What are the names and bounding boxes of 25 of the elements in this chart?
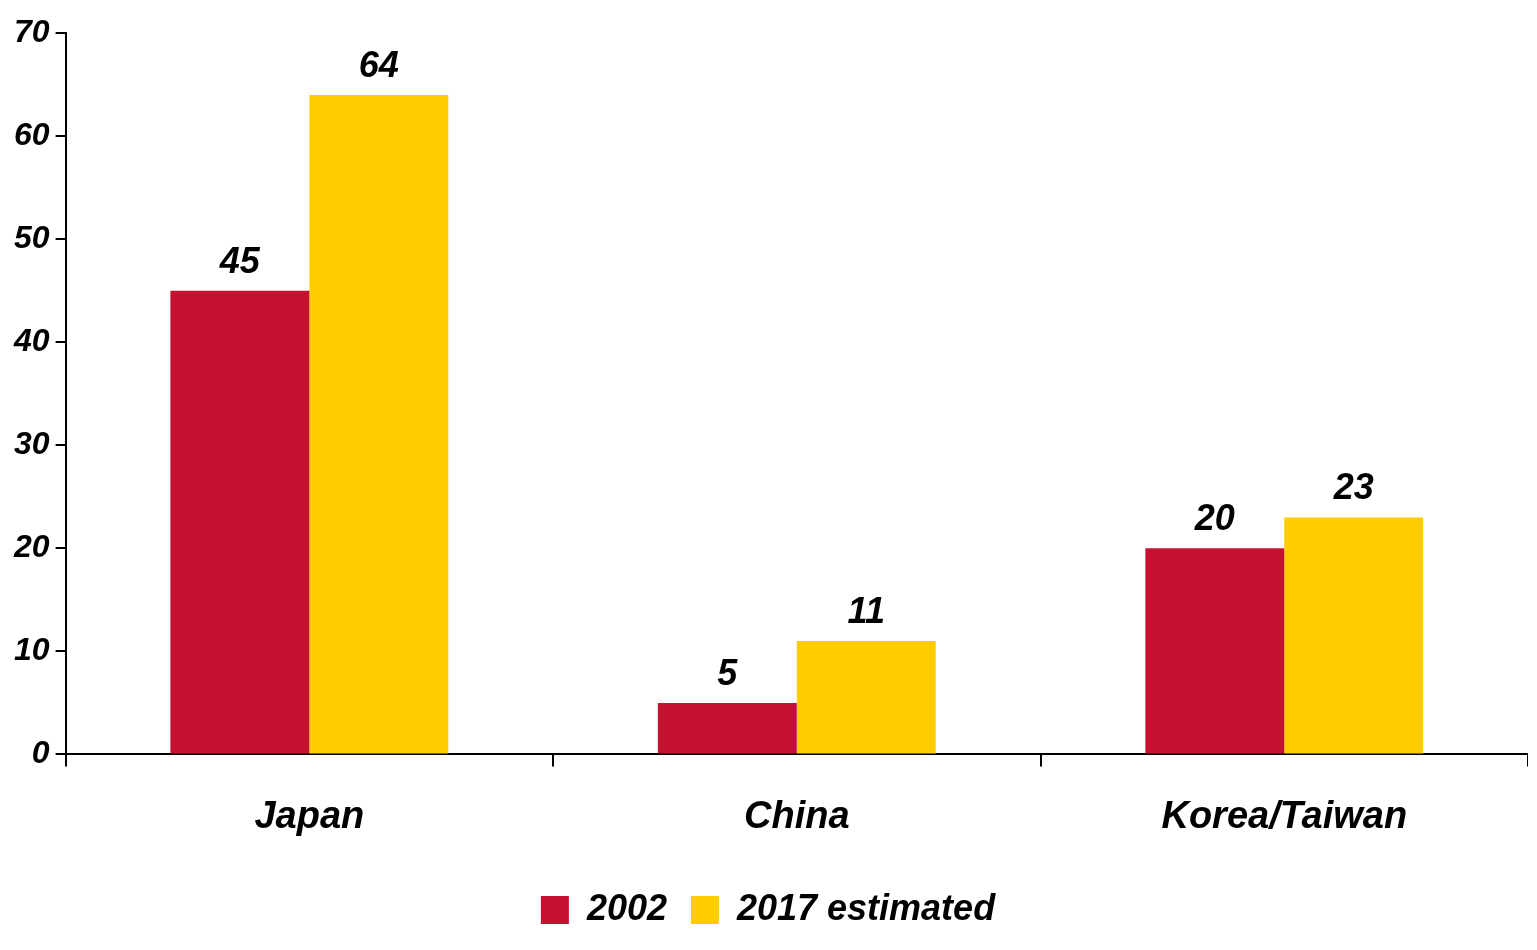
y-tick-label: 30 bbox=[14, 425, 50, 462]
bar bbox=[1284, 517, 1424, 754]
data-label: 11 bbox=[847, 589, 885, 631]
y-tick-label: 40 bbox=[13, 322, 50, 359]
y-tick-label: 20 bbox=[13, 528, 50, 565]
data-label: 20 bbox=[1193, 497, 1235, 539]
bar bbox=[796, 641, 936, 754]
x-tick-label: Japan bbox=[254, 793, 365, 836]
bar bbox=[309, 95, 449, 754]
bar bbox=[1145, 548, 1285, 754]
y-tick-label: 50 bbox=[14, 219, 50, 256]
data-label: 64 bbox=[358, 43, 399, 85]
y-tick-label: 0 bbox=[31, 734, 50, 771]
legend-label: 2002 bbox=[585, 886, 667, 928]
y-tick-label: 10 bbox=[14, 631, 50, 668]
data-label: 23 bbox=[1332, 466, 1374, 508]
bar bbox=[657, 702, 797, 754]
x-tick-label: Korea/Taiwan bbox=[1161, 793, 1408, 836]
legend-label: 2017 estimated bbox=[735, 886, 997, 928]
x-tick-label: China bbox=[744, 793, 850, 836]
data-label: 45 bbox=[218, 239, 261, 281]
data-label: 5 bbox=[717, 651, 739, 693]
y-tick-label: 70 bbox=[14, 13, 50, 50]
y-tick-label: 60 bbox=[14, 116, 50, 153]
bar bbox=[170, 290, 310, 754]
